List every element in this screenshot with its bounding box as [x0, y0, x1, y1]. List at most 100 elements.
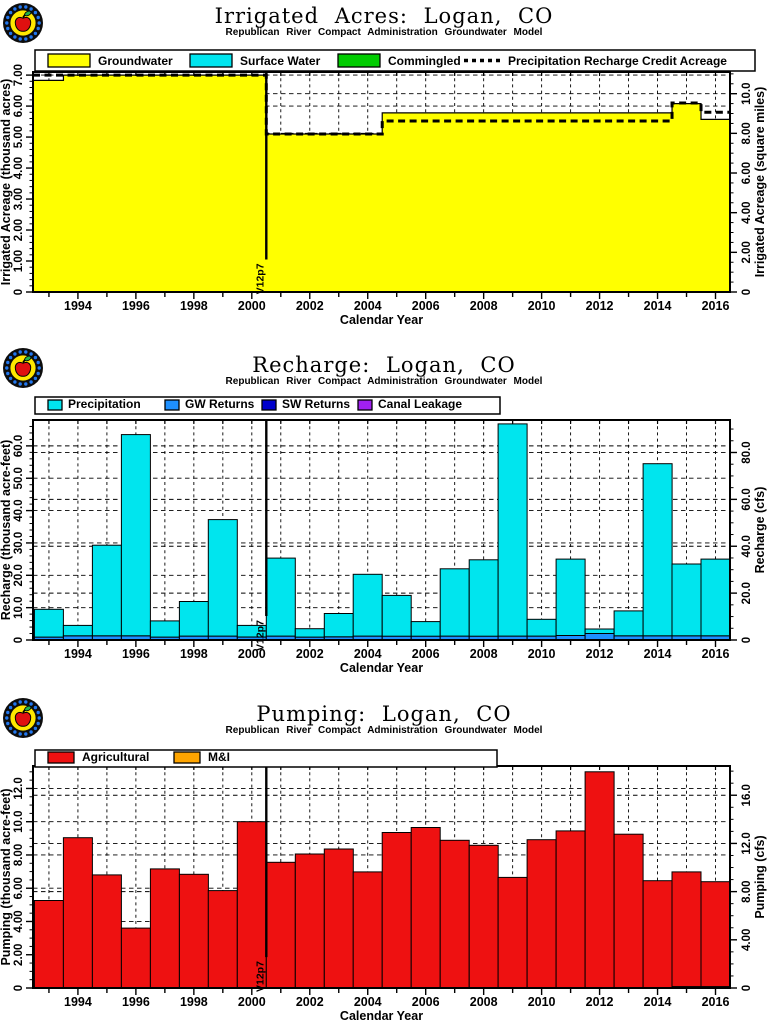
legend-swatch-commingled — [337, 53, 381, 68]
svg-text:40.0: 40.0 — [13, 499, 25, 521]
svg-text:1996: 1996 — [122, 995, 150, 1009]
bar-precipitation-2008 — [468, 559, 499, 637]
svg-text:30.0: 30.0 — [13, 532, 25, 554]
legend: Agricultural M&I — [34, 749, 498, 768]
plot-frame — [32, 71, 731, 293]
legend-swatch-surface-water — [189, 53, 233, 68]
model-version-label: V12p7 — [254, 961, 266, 992]
bar-precipitation-2004 — [352, 573, 383, 637]
bar-precipitation-2014 — [642, 463, 673, 637]
svg-text:2016: 2016 — [702, 995, 730, 1009]
bar-agricultural-2015 — [671, 871, 702, 988]
axis-ticks-group — [26, 420, 737, 647]
bar-precipitation-2015 — [671, 563, 702, 637]
y-axis-label-left: Irrigated Acreage (thousand acres) — [0, 79, 13, 286]
bar-agricultural-2008 — [468, 844, 499, 989]
svg-text:8.00: 8.00 — [741, 122, 753, 144]
svg-text:10.0: 10.0 — [13, 596, 25, 618]
svg-text:40.0: 40.0 — [741, 535, 753, 557]
svg-text:7.00: 7.00 — [13, 64, 25, 86]
legend-swatch-m-i — [173, 751, 201, 764]
recharge-plot: V12p7 1994 1996 1998 2000 2002 2004 2006 2008 201… — [0, 396, 767, 675]
bar-precipitation-1998 — [178, 601, 209, 637]
bar-agricultural-2003 — [323, 848, 354, 989]
svg-text:2010: 2010 — [528, 995, 556, 1009]
bar-precipitation-2013 — [613, 610, 644, 637]
svg-text:2006: 2006 — [412, 299, 440, 313]
bar-agricultural-2001 — [265, 861, 296, 989]
bar-agricultural-2016 — [700, 881, 731, 988]
legend: Groundwater Surface Water Commingled Precip… — [34, 49, 756, 72]
svg-text:2002: 2002 — [296, 647, 324, 661]
pumping-section: Pumping: Logan, CO Republican River Comp… — [0, 690, 768, 1024]
legend-label-sw-returns: SW Returns — [282, 397, 350, 411]
bar-agricultural-1993 — [33, 900, 64, 989]
svg-text:8.00: 8.00 — [741, 880, 753, 902]
svg-text:3.00: 3.00 — [13, 188, 25, 210]
bar-precipitation-2016 — [700, 558, 731, 637]
bar-precipitation-2010 — [526, 618, 557, 637]
y-axis-label-left: Pumping (thousand acre-feet) — [0, 788, 13, 965]
bar-agricultural-2013 — [613, 833, 644, 989]
svg-text:2012: 2012 — [586, 995, 614, 1009]
svg-text:2000: 2000 — [238, 299, 266, 313]
legend-swatch-agricultural — [47, 751, 75, 764]
bar-precipitation-1999 — [207, 519, 238, 637]
legend-label-commingled: Commingled — [388, 54, 461, 68]
svg-text:1998: 1998 — [180, 995, 208, 1009]
chart-subtitle: Republican River Compact Administration … — [225, 725, 543, 736]
bar-agricultural-1996 — [120, 927, 151, 989]
recharge-section: Recharge: Logan, CO Republican River Com… — [0, 340, 768, 690]
bar-agricultural-1998 — [178, 873, 209, 989]
svg-text:12.0: 12.0 — [741, 832, 753, 854]
svg-text:80.0: 80.0 — [741, 441, 753, 463]
svg-text:60.0: 60.0 — [13, 435, 25, 457]
recharge-logan-co-content: V12p7 1994 1996 1998 2000 2002 2004 2006 2008 201… — [0, 396, 767, 675]
bar-agricultural-2004 — [352, 871, 383, 989]
svg-text:2014: 2014 — [644, 995, 672, 1009]
svg-text:6.00: 6.00 — [741, 162, 753, 184]
svg-text:0: 0 — [13, 289, 25, 295]
bar-agricultural-2014 — [642, 880, 673, 989]
svg-text:2012: 2012 — [586, 647, 614, 661]
bar-agricultural-2005 — [381, 832, 412, 989]
bar-precipitation-2001 — [265, 557, 296, 637]
svg-text:6.00: 6.00 — [13, 95, 25, 117]
bar-precipitation-2005 — [381, 594, 412, 637]
y-axis-label-left: Recharge (thousand acre-feet) — [0, 440, 13, 621]
svg-text:2012: 2012 — [586, 299, 614, 313]
svg-text:12.0: 12.0 — [13, 777, 25, 799]
legend: Precipitation GW Returns SW Returns Canal L… — [34, 396, 501, 415]
rrca-logo-icon — [2, 697, 44, 739]
bar-precipitation-2012 — [584, 628, 615, 634]
model-version-label: V12p7 — [254, 620, 266, 651]
svg-text:2.00: 2.00 — [13, 944, 25, 966]
svg-text:0: 0 — [741, 985, 753, 991]
svg-text:1994: 1994 — [64, 299, 92, 313]
svg-text:6.00: 6.00 — [13, 877, 25, 899]
rrca-logo-icon — [2, 2, 44, 44]
irrigated-acres-plot: V12p7 1994 1996 1998 2000 2002 2004 2006 2008 201… — [0, 49, 767, 327]
bar-precipitation-2002 — [294, 628, 325, 638]
legend-label-m-i: M&I — [208, 750, 230, 764]
legend-label-precipitation: Precipitation — [68, 397, 141, 411]
precip-recharge-credit-line — [33, 73, 730, 136]
y-axis-label-right: Recharge (cfs) — [753, 487, 767, 574]
rrca-logo-icon — [3, 3, 43, 43]
legend-label-canal-leakage: Canal Leakage — [378, 397, 462, 411]
bar-precipitation-1993 — [33, 608, 64, 638]
bar-precipitation-1994 — [62, 624, 93, 637]
chart-title: Irrigated Acres: Logan, CO — [214, 4, 554, 28]
chart-title: Recharge: Logan, CO — [252, 353, 516, 377]
pumping-logan-co-content: V12p7 1994 1996 1998 2000 2002 2004 2006 2008 201… — [0, 749, 767, 1023]
bar-agricultural-2009 — [497, 876, 528, 989]
svg-text:16.0: 16.0 — [741, 784, 753, 806]
bar-agricultural-2007 — [439, 839, 470, 989]
svg-text:10.0: 10.0 — [13, 811, 25, 833]
svg-text:1994: 1994 — [64, 647, 92, 661]
bar-agricultural-2002 — [294, 853, 325, 989]
axis-tick-labels: 1994 1996 1998 2000 2002 2004 2006 2008 2010 2012… — [13, 64, 753, 313]
svg-text:20.0: 20.0 — [741, 582, 753, 604]
svg-text:4.00: 4.00 — [741, 201, 753, 223]
svg-text:0: 0 — [13, 637, 25, 643]
